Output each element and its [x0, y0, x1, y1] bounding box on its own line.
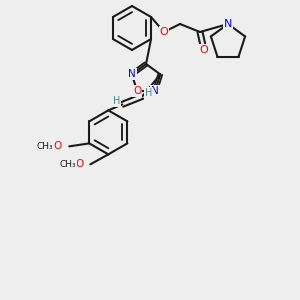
Text: N: N: [151, 86, 159, 96]
Text: O: O: [75, 159, 83, 170]
Text: N: N: [128, 69, 136, 80]
Text: CH₃: CH₃: [60, 160, 76, 169]
Text: H: H: [112, 96, 120, 106]
Text: O: O: [200, 45, 208, 55]
Text: O: O: [53, 141, 61, 152]
Text: CH₃: CH₃: [37, 142, 53, 151]
Text: H: H: [145, 88, 152, 98]
Text: O: O: [160, 27, 168, 37]
Text: N: N: [224, 19, 232, 29]
Text: O: O: [133, 86, 141, 96]
